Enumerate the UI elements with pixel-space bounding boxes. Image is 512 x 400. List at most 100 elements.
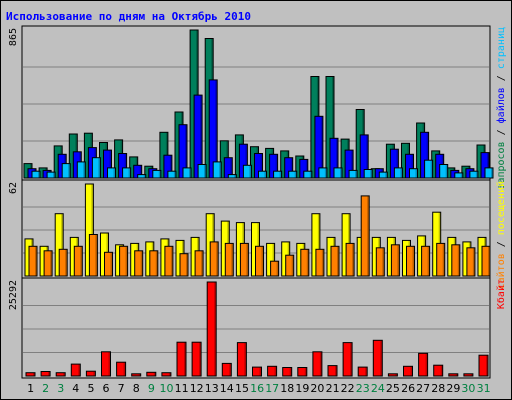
x-tick-label-day-11: 11 — [175, 382, 189, 395]
bar-shade — [319, 351, 322, 376]
x-tick-label-day-31: 31 — [477, 382, 491, 395]
bar-shade — [350, 342, 353, 376]
bar-p2-s2-day27 — [421, 245, 431, 277]
x-tick-label-day-23: 23 — [356, 382, 370, 395]
bar-shade — [370, 169, 373, 178]
bar-p1-s3-day28 — [439, 164, 449, 179]
bar-p3-s1-day25 — [387, 373, 398, 377]
bar-shade — [304, 367, 307, 376]
x-tick-label-day-6: 6 — [103, 382, 110, 395]
bar-shade — [320, 116, 323, 178]
bar-shade — [486, 355, 488, 376]
bar-shade — [110, 252, 113, 276]
x-tick-label-day-9: 9 — [148, 382, 155, 395]
bar-shade — [230, 157, 233, 178]
bar-shade — [245, 144, 248, 178]
chart-title: Использование по дням на Октябрь 2010 — [6, 10, 251, 23]
bar-shade — [306, 249, 309, 276]
bar-p3-s1-day6 — [101, 351, 111, 377]
bar-p2-s2-day15 — [239, 242, 249, 277]
bar-p1-s3-day4 — [76, 161, 86, 179]
bar-shade — [95, 234, 98, 276]
bar-p2-s2-day31 — [481, 245, 491, 277]
bar-shade — [410, 366, 413, 376]
panel-3-max-label: 25292 — [8, 280, 19, 310]
bar-shade — [445, 164, 448, 178]
bar-p2-s2-day25 — [390, 244, 400, 277]
bar-shade — [170, 246, 173, 276]
bar-p1-s3-day27 — [424, 159, 434, 179]
bar-shade — [204, 164, 207, 178]
bar-shade — [351, 150, 354, 178]
bar-shade — [33, 372, 35, 376]
bar-p1-s3-day25 — [393, 167, 403, 179]
bar-shade — [289, 367, 292, 376]
bar-shade — [155, 250, 158, 276]
bar-shade — [173, 171, 176, 178]
bar-shade — [125, 246, 128, 276]
bar-p3-s1-day10 — [161, 372, 172, 377]
bar-p3-s1-day15 — [236, 342, 247, 377]
bar-shade — [275, 154, 278, 178]
bar-p2-s2-day30 — [466, 247, 476, 277]
bar-p3-s1-day16 — [252, 366, 262, 377]
bar-shade — [426, 132, 429, 178]
bar-p3-s1-day8 — [131, 373, 142, 377]
bar-shade — [491, 167, 493, 178]
bar-p1-s3-day23 — [363, 169, 373, 179]
bar-p2-s2-day29 — [451, 244, 461, 277]
bar-shade — [352, 243, 355, 276]
bar-shade — [113, 167, 116, 178]
x-axis-labels: 1 2 3 4 5 6 7 8 9 10 11 12 13 14 15 16 17 18 19 20 21 22 23 24 2… — [27, 382, 491, 395]
panel-2-legend: сайтов / посещений — [495, 181, 507, 289]
x-tick-label-day-24: 24 — [371, 382, 385, 395]
legend-part: сайтов — [495, 253, 507, 289]
bar-p3-s1-day9 — [146, 371, 157, 377]
x-tick-label-day-16: 16 — [250, 382, 264, 395]
bar-shade — [168, 372, 171, 376]
bar-shade — [290, 157, 293, 178]
x-tick-label-day-3: 3 — [57, 382, 64, 395]
bar-shade — [336, 138, 338, 178]
x-tick-label-day-2: 2 — [42, 382, 49, 395]
bar-shade — [324, 167, 327, 178]
bar-shade — [332, 76, 334, 178]
bar-shade — [475, 171, 478, 178]
bar-shade — [108, 351, 111, 376]
bar-shade — [139, 165, 142, 178]
x-tick-label-day-5: 5 — [88, 382, 95, 395]
bar-shade — [274, 366, 277, 376]
bar-shade — [412, 246, 415, 276]
bar-shade — [83, 161, 86, 178]
bar-shade — [98, 157, 101, 178]
bar-shade — [276, 261, 279, 276]
bar-p1-s3-day5 — [91, 157, 101, 179]
bar-p3-s1-day12 — [191, 341, 202, 377]
bar-p2-s2-day21 — [330, 245, 340, 277]
x-tick-label-day-14: 14 — [220, 382, 234, 395]
bar-p1-s3-day26 — [409, 168, 418, 179]
bar-shade — [427, 246, 430, 276]
bar-p2-s2-day3 — [58, 248, 68, 277]
bar-p2-s2-day7 — [119, 245, 129, 277]
bar-shade — [415, 168, 418, 178]
legend-part: / — [496, 123, 507, 141]
bar-shade — [189, 167, 191, 178]
x-tick-label-day-22: 22 — [341, 382, 355, 395]
bar-shade — [321, 249, 324, 276]
bar-shade — [244, 342, 247, 376]
bar-p3-s1-day18 — [282, 367, 293, 377]
bar-shade — [385, 172, 388, 178]
bar-p3-s1-day17 — [267, 365, 278, 377]
bar-p1-s3-day30 — [469, 170, 479, 179]
bar-shade — [457, 244, 460, 276]
bar-p1-s3-day13 — [212, 161, 222, 179]
x-tick-label-day-17: 17 — [265, 382, 279, 395]
bar-shade — [397, 244, 400, 276]
bar-shade — [199, 342, 202, 376]
bar-shade — [35, 246, 37, 276]
x-tick-label-day-25: 25 — [386, 382, 400, 395]
bar-p1-s3-day8 — [137, 174, 147, 179]
bar-shade — [430, 160, 433, 178]
